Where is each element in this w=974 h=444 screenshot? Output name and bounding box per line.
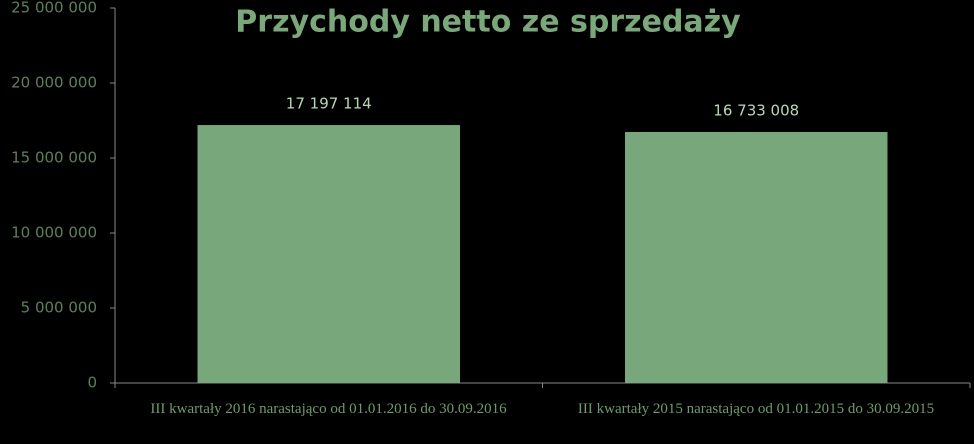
y-tick-label: 15 000 000 bbox=[11, 149, 97, 167]
y-tick-label: 0 bbox=[87, 374, 97, 392]
y-tick-label: 10 000 000 bbox=[11, 224, 97, 242]
bar bbox=[625, 132, 888, 383]
x-tick-label: III kwartały 2015 narastająco od 01.01.2… bbox=[577, 401, 935, 417]
y-tick-label: 20 000 000 bbox=[11, 74, 97, 92]
data-label: 16 733 008 bbox=[713, 102, 799, 120]
chart-title: Przychody netto ze sprzedaży bbox=[235, 5, 741, 40]
x-tick-label: III kwartały 2016 narastająco od 01.01.2… bbox=[150, 401, 507, 417]
bar bbox=[197, 125, 460, 384]
y-tick-label: 5 000 000 bbox=[21, 299, 97, 317]
y-tick-label: 25 000 000 bbox=[11, 0, 97, 17]
data-label: 17 197 114 bbox=[286, 95, 372, 113]
